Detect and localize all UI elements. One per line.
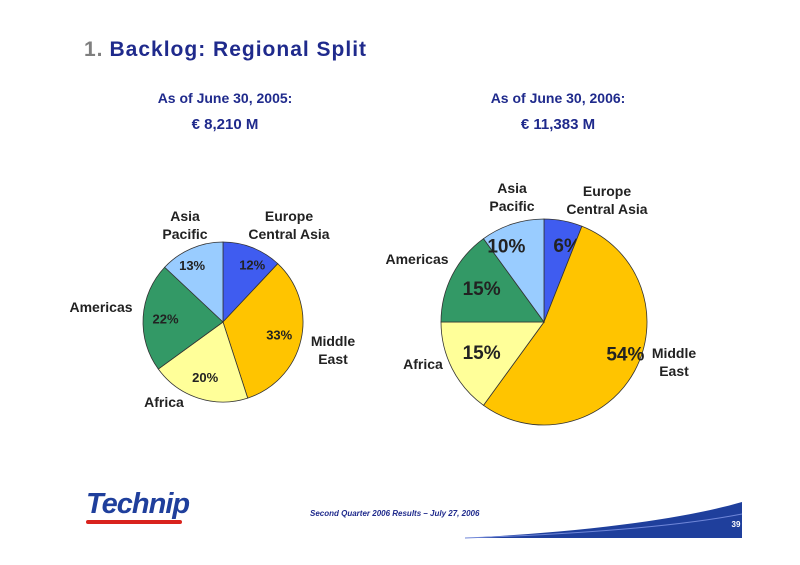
chart1-pct-middle-east: 33% (266, 328, 292, 343)
page-title: 1. Backlog: Regional Split (84, 38, 367, 62)
chart2-label-asia-pacific-line1: Asia (497, 180, 527, 196)
chart1-title: As of June 30, 2005: (157, 90, 293, 106)
chart2-slice-asia-pacific (482, 218, 545, 324)
chart1-label-asia-pacific-line1: Asia (170, 208, 200, 224)
chart1-label-africa: Africa (144, 394, 184, 410)
chart2-label-europe-line2: Central Asia (566, 201, 647, 217)
chart1-label-asia-pacific-line2: Pacific (162, 226, 207, 242)
chart2-label-middle-east-line2: East (659, 363, 689, 379)
chart1-label-middle-east-line1: Middle (311, 333, 356, 349)
chart1-label-middle-east-line2: East (318, 351, 348, 367)
chart1-total: € 8,210 M (191, 116, 259, 133)
chart1-label-europe-line1: Europe (265, 208, 313, 224)
footer-swoosh (465, 502, 742, 538)
chart2-total: € 11,383 M (520, 116, 596, 133)
chart2-slice-americas (440, 238, 545, 323)
chart2-pct-middle-east: 54% (606, 345, 644, 366)
chart1-slice-americas (142, 266, 224, 370)
chart2-label-middle-east-line1: Middle (652, 345, 697, 361)
chart1-slice-europe-central-asia (222, 241, 279, 324)
title-number: 1. (84, 38, 104, 61)
chart1-pct-americas: 22% (152, 311, 178, 326)
chart1-header: As of June 30, 2005: € 8,210 M (105, 90, 345, 133)
chart2-label-europe-line1: Europe (583, 183, 631, 199)
chart2-header: As of June 30, 2006: € 11,383 M (438, 90, 678, 133)
chart1-slice-africa (157, 321, 249, 403)
chart1-label-americas: Americas (69, 299, 132, 315)
pie-chart-2006: 6%54%15%15%10% (440, 218, 648, 426)
chart2-label-africa: Africa (403, 356, 443, 372)
chart2-pct-asia-pacific: 10% (487, 236, 525, 257)
chart1-pct-africa: 20% (192, 370, 218, 385)
chart1-pct-asia-pacific: 13% (179, 258, 205, 273)
chart1-slice-middle-east (222, 263, 304, 399)
chart2-label-asia-pacific-line2: Pacific (489, 198, 534, 214)
page-number: 39 (731, 520, 741, 529)
pie-chart-2005: 12% 33% 20% 22% 13% (142, 241, 304, 403)
footer-text: Second Quarter 2006 Results – July 27, 2… (310, 509, 480, 518)
chart2-slice-middle-east (482, 225, 648, 426)
footer-swoosh-line (464, 513, 743, 539)
chart1-label-europe-line2: Central Asia (248, 226, 329, 242)
technip-logo: Technip (86, 488, 190, 520)
chart1-pct-europe-central-asia: 12% (239, 257, 265, 272)
chart2-title: As of June 30, 2006: (490, 90, 626, 106)
chart2-pct-africa: 15% (463, 343, 501, 364)
chart2-slice-africa (440, 321, 545, 406)
technip-logo-underline (86, 520, 182, 524)
chart2-label-americas: Americas (385, 251, 448, 267)
chart1-slice-asia-pacific (164, 241, 224, 323)
title-text: Backlog: Regional Split (109, 38, 368, 61)
chart2-pct-americas: 15% (463, 279, 501, 300)
